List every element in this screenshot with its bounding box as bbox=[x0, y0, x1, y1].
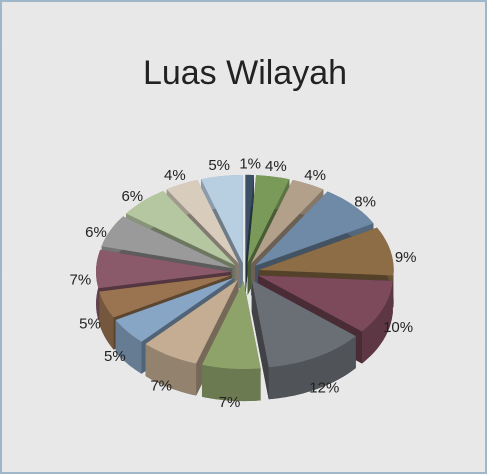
data-label: 5% bbox=[104, 348, 126, 365]
slice-top bbox=[258, 227, 394, 276]
slice-top bbox=[250, 180, 324, 264]
slice-top bbox=[96, 249, 232, 289]
data-label: 4% bbox=[265, 158, 287, 175]
slice-top bbox=[202, 281, 261, 370]
data-label: 7% bbox=[150, 378, 172, 395]
data-label: 7% bbox=[219, 394, 241, 411]
slice-top bbox=[126, 191, 236, 266]
data-label: 10% bbox=[383, 319, 413, 336]
data-label: 8% bbox=[354, 193, 376, 210]
slice-top bbox=[101, 216, 233, 269]
pie-slice bbox=[251, 279, 356, 400]
slice-top bbox=[258, 275, 393, 332]
slice-top bbox=[245, 174, 254, 263]
pie-slice bbox=[245, 174, 254, 295]
slice-top bbox=[201, 175, 243, 263]
slice-top bbox=[115, 277, 234, 342]
slice-top bbox=[255, 191, 374, 266]
data-label: 1% bbox=[239, 156, 261, 173]
data-label: 9% bbox=[395, 249, 417, 266]
slice-top bbox=[166, 180, 240, 264]
slice-side bbox=[145, 344, 197, 396]
data-label: 4% bbox=[164, 167, 186, 184]
data-label: 6% bbox=[121, 188, 143, 205]
data-label: 6% bbox=[85, 224, 107, 241]
pie-slice bbox=[201, 281, 261, 402]
slice-top bbox=[247, 175, 290, 264]
slice-side bbox=[268, 336, 356, 400]
slice-top bbox=[99, 275, 232, 318]
data-label: 5% bbox=[208, 157, 230, 174]
slice-side bbox=[99, 291, 114, 350]
slice-top bbox=[251, 279, 356, 368]
data-label: 12% bbox=[309, 380, 339, 397]
data-label: 5% bbox=[79, 315, 101, 332]
data-label: 7% bbox=[70, 271, 92, 288]
slice-side bbox=[202, 364, 261, 402]
slice-side bbox=[362, 280, 393, 364]
chart-title: Luas Wilayah bbox=[143, 54, 347, 92]
slice-wall bbox=[251, 279, 269, 400]
data-label: 4% bbox=[304, 167, 326, 184]
slice-top bbox=[145, 279, 238, 364]
slice-wall bbox=[99, 275, 232, 324]
slice-side bbox=[115, 320, 142, 374]
